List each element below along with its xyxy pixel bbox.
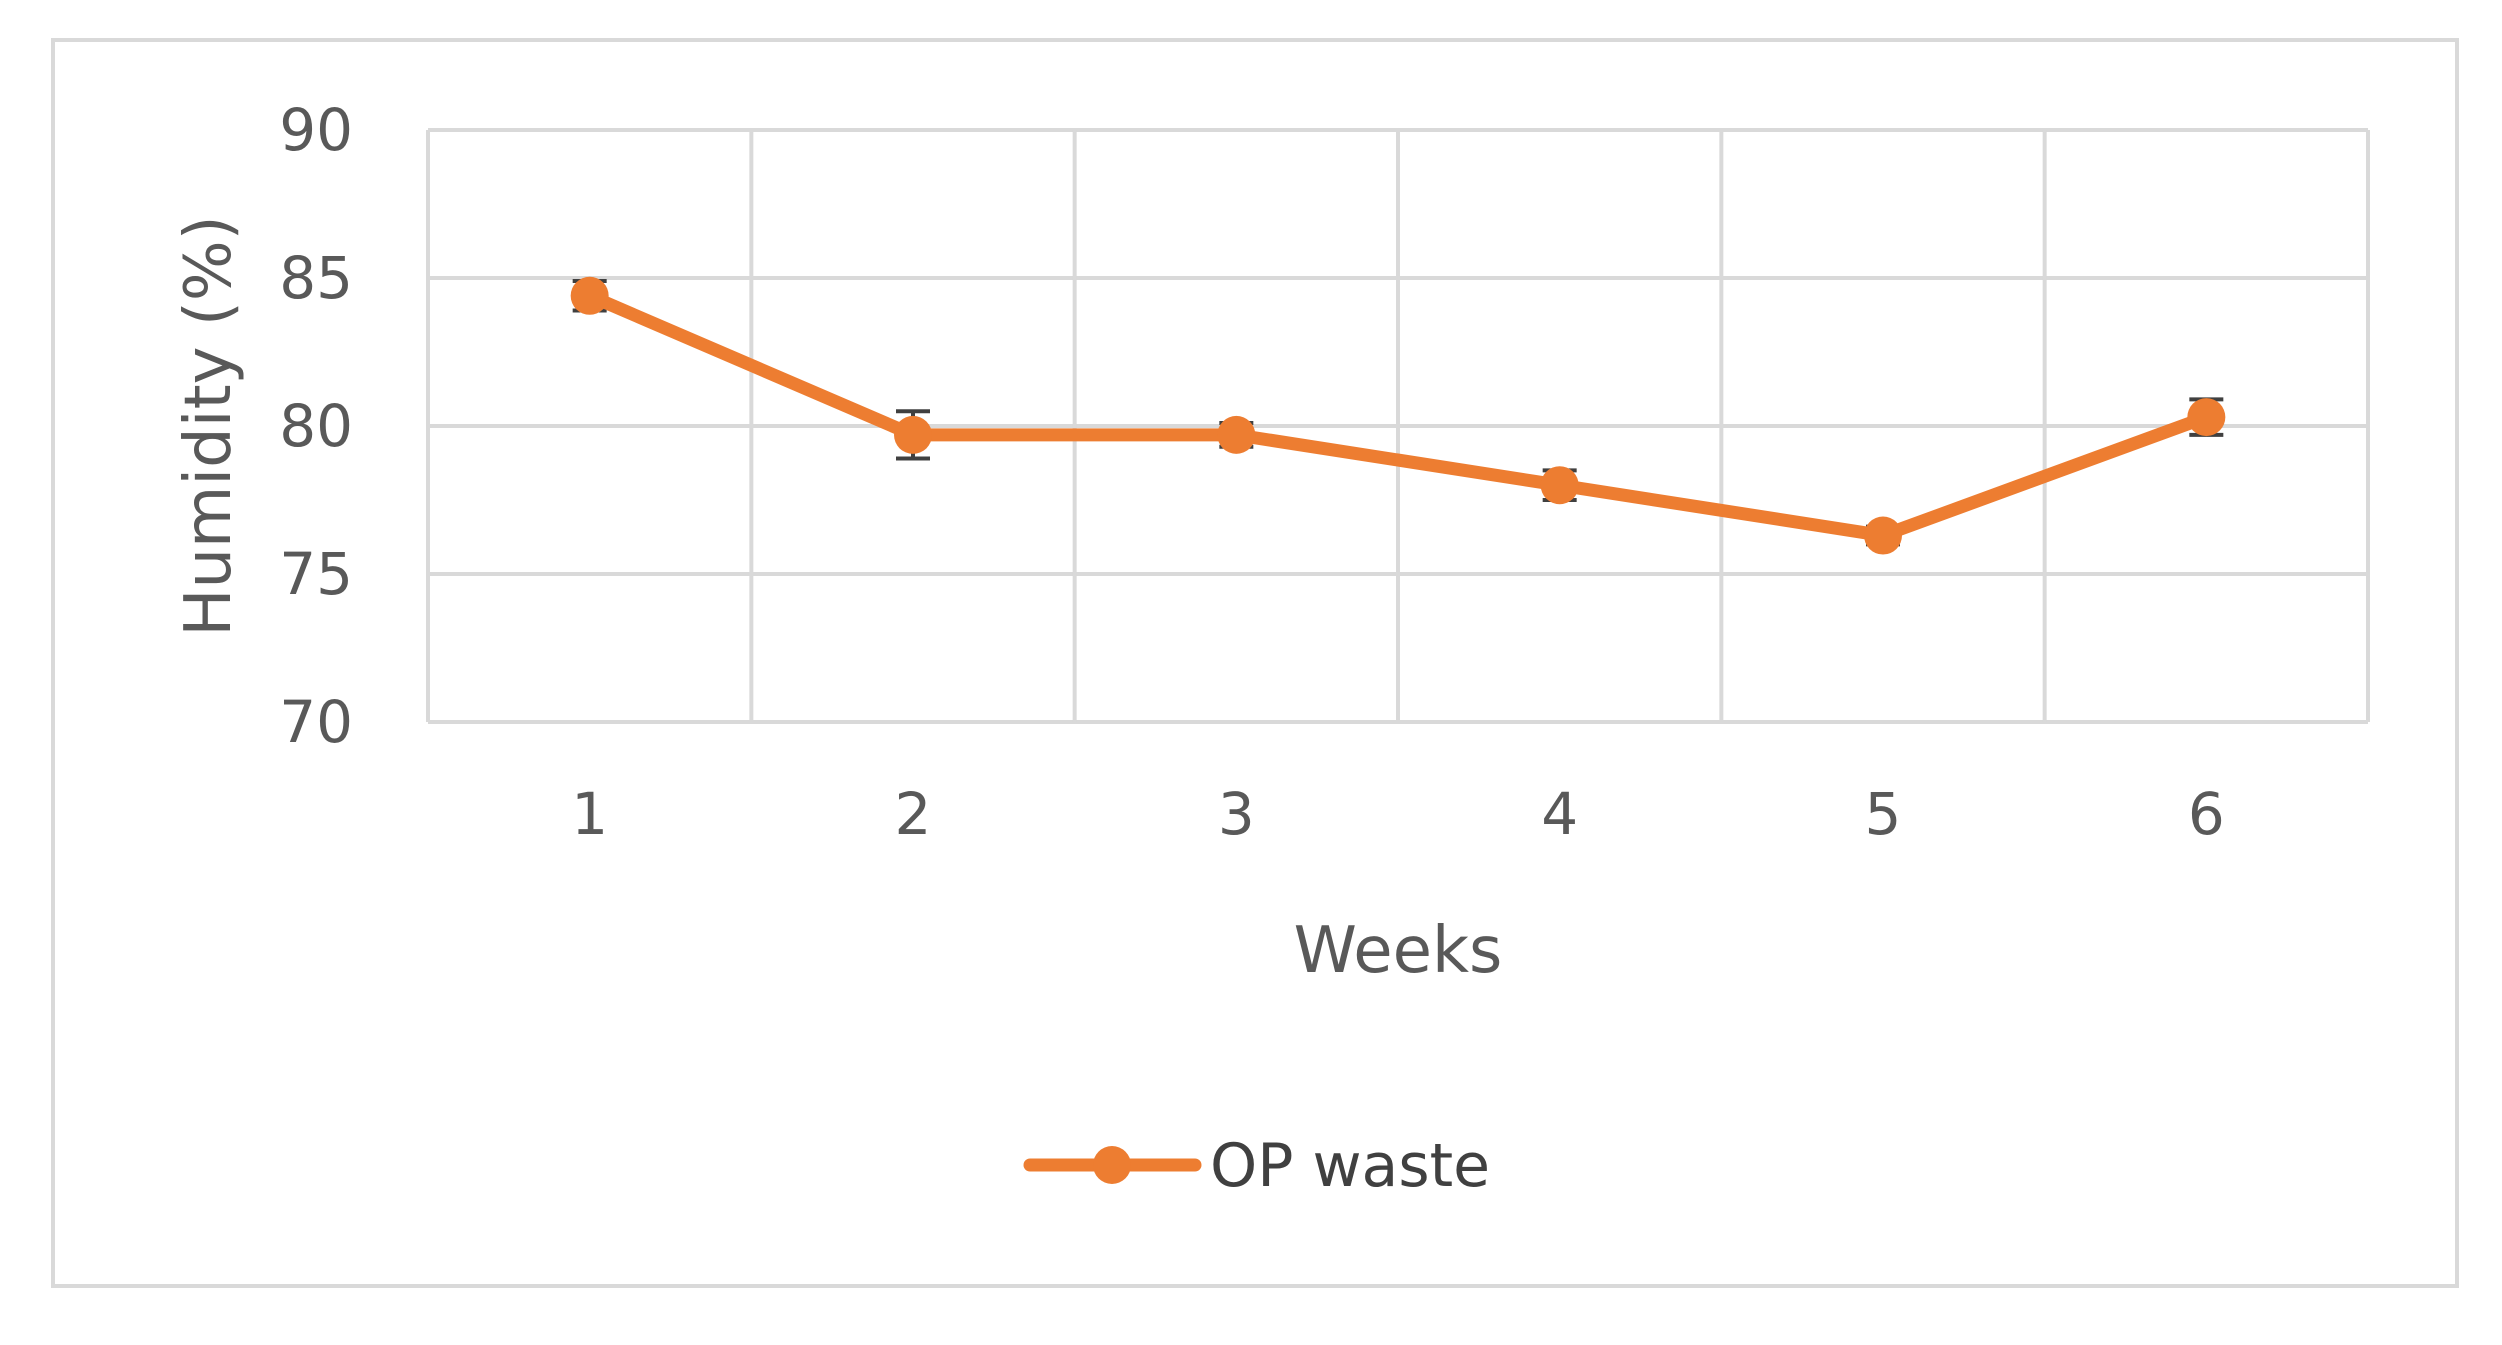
y-tick-label: 80	[279, 392, 353, 460]
y-tick-label: 70	[279, 688, 353, 756]
axis-layer: 70 75 80 85 90 1 2 3 4 5 6	[279, 96, 2225, 848]
chart-frame	[51, 38, 2459, 1288]
data-point	[570, 276, 609, 315]
y-axis-title: Humidity (%)	[172, 215, 246, 636]
y-tick-label: 90	[279, 96, 353, 164]
y-tick-label: 85	[279, 244, 353, 312]
x-tick-label: 4	[1541, 780, 1578, 848]
legend: OP waste	[1023, 1131, 1490, 1201]
data-point	[1540, 466, 1579, 505]
grid-layer	[426, 128, 2370, 724]
y-tick-label: 75	[279, 540, 353, 608]
legend-marker	[1093, 1146, 1131, 1184]
data-point	[1217, 415, 1256, 454]
x-tick-label: 5	[1865, 780, 1902, 848]
x-tick-label: 3	[1218, 780, 1255, 848]
data-point	[1864, 516, 1902, 555]
data-point	[894, 415, 932, 454]
data-point	[2187, 398, 2226, 437]
x-axis-title: Weeks	[1294, 914, 1503, 988]
x-tick-label: 6	[2188, 780, 2225, 848]
series-line	[583, 289, 2213, 543]
x-tick-label: 1	[571, 780, 608, 848]
x-tick-label: 2	[895, 780, 932, 848]
legend-label: OP waste	[1210, 1131, 1490, 1201]
series-layer	[570, 276, 2226, 555]
